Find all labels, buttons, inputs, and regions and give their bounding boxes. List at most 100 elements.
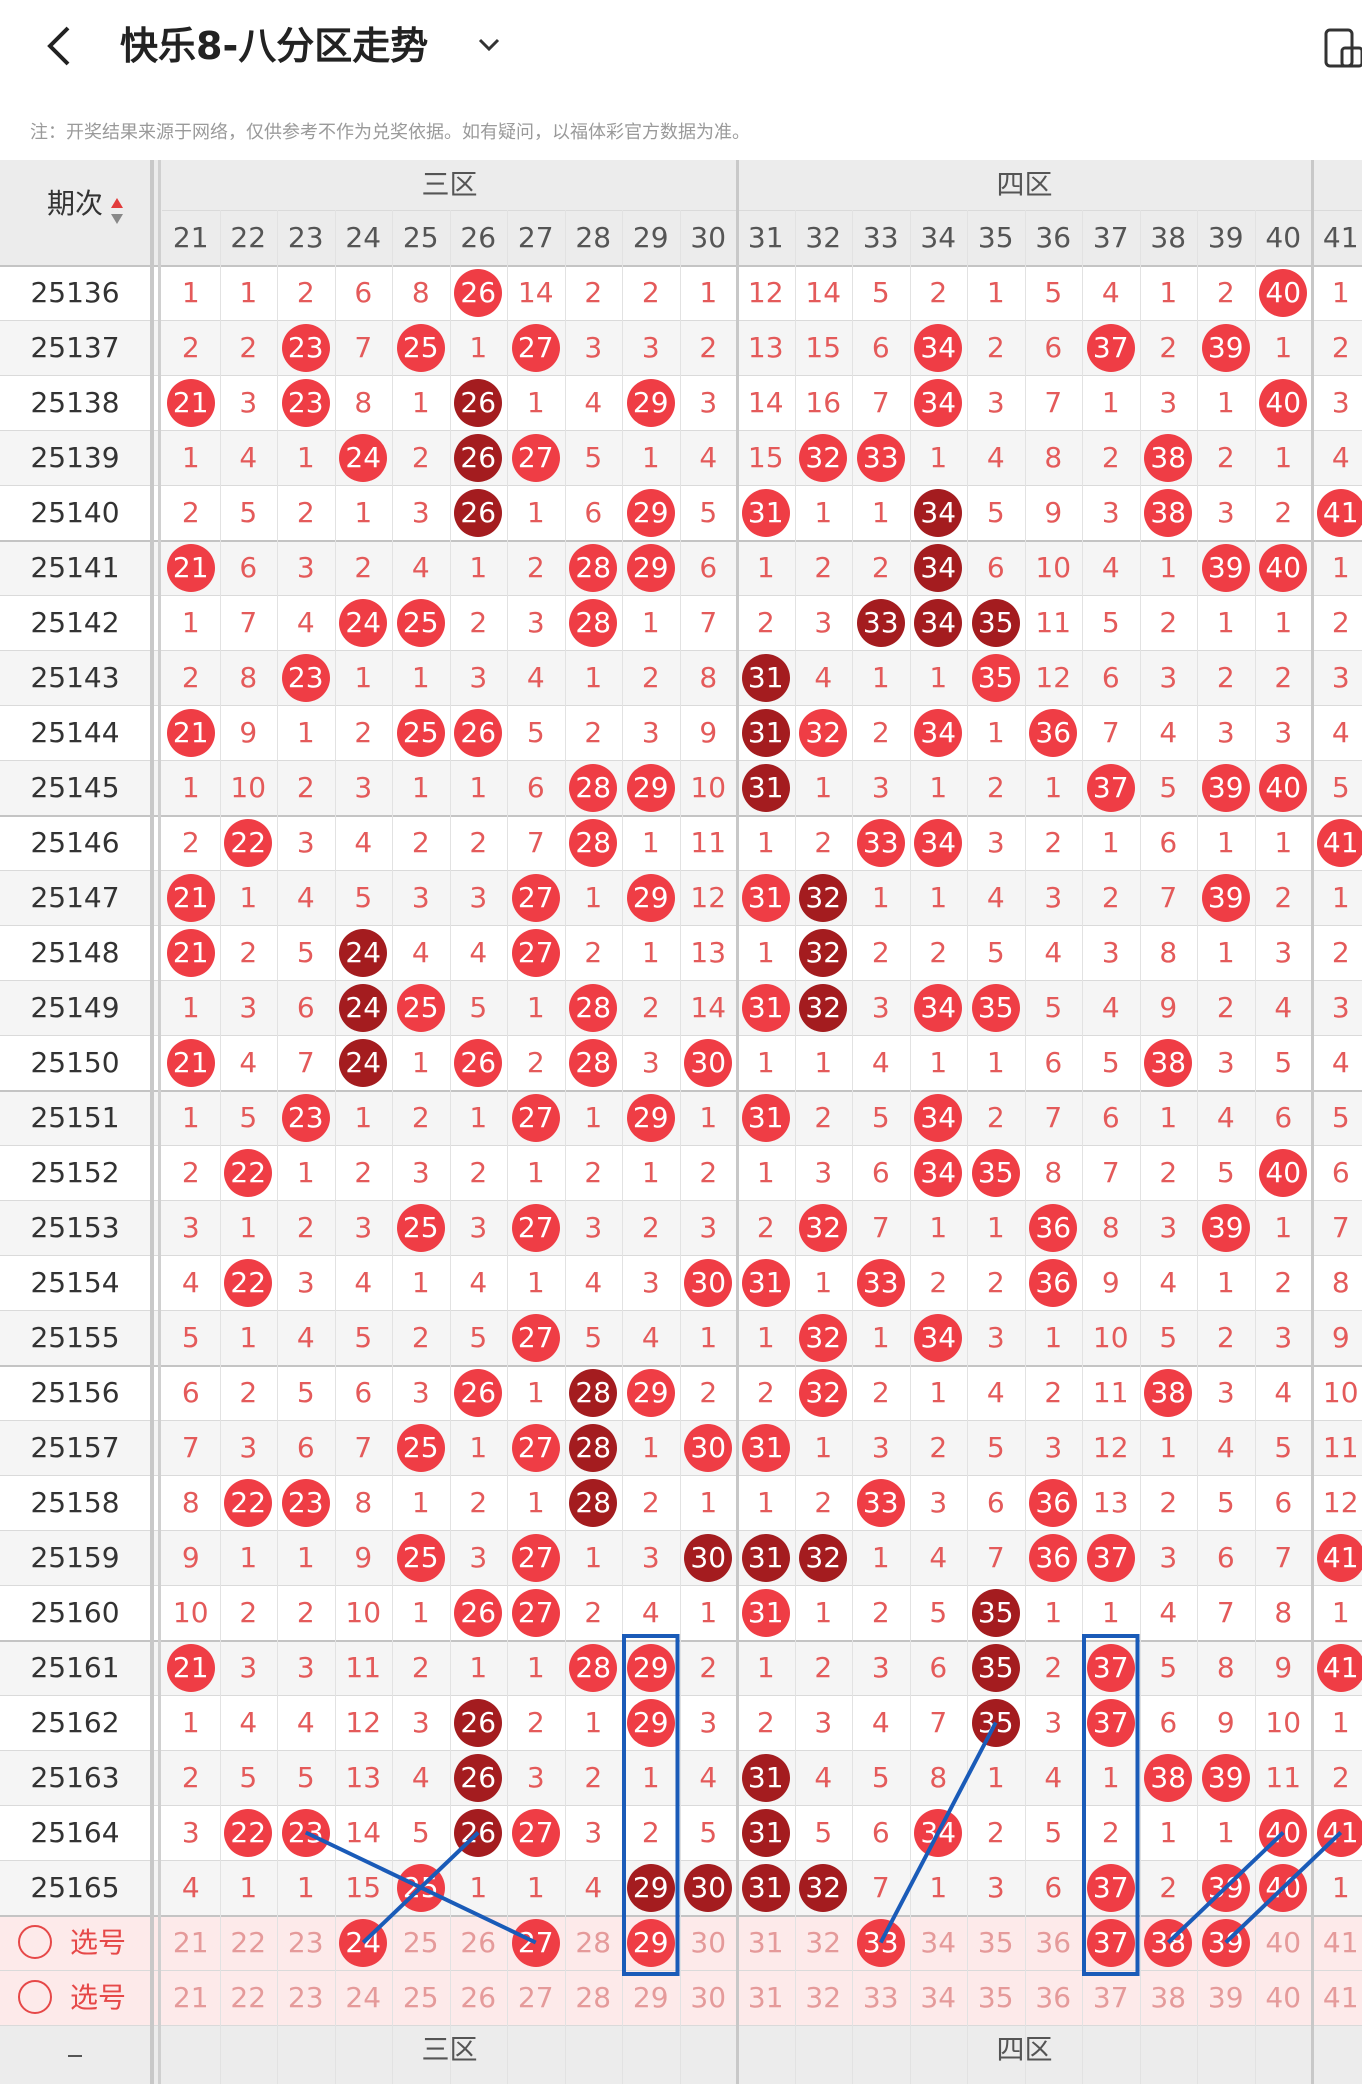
selected-number-ball[interactable]: 29 — [626, 1918, 675, 1967]
selectable-number[interactable]: 30 — [690, 1981, 727, 2014]
chevron-down-icon[interactable] — [474, 30, 504, 60]
selectable-number[interactable]: 28 — [575, 1926, 612, 1959]
selectable-number[interactable]: 22 — [230, 1981, 267, 2014]
miss-count: 1 — [871, 881, 890, 914]
selectable-number[interactable]: 31 — [747, 1926, 784, 1959]
selectable-number[interactable]: 41 — [1322, 1926, 1359, 1959]
miss-count: 3 — [1331, 661, 1350, 694]
selectable-number[interactable]: 41 — [1322, 1981, 1359, 2014]
drawn-number-ball: 29 — [626, 543, 675, 592]
issue-number: 25162 — [30, 1706, 120, 1739]
issue-number: 25137 — [30, 331, 120, 364]
issue-number: 25152 — [30, 1156, 120, 1189]
selectable-number[interactable]: 30 — [690, 1926, 727, 1959]
selectable-number[interactable]: 39 — [1207, 1981, 1244, 2014]
selectable-number[interactable]: 34 — [920, 1981, 957, 2014]
pick-row-toggle[interactable]: 选号 — [0, 1970, 150, 2025]
column-header: 34 — [920, 221, 957, 254]
miss-count: 1 — [1216, 936, 1235, 969]
selectable-number[interactable]: 40 — [1265, 1981, 1302, 2014]
miss-count: 10 — [1092, 1321, 1129, 1354]
selectable-number[interactable]: 32 — [805, 1926, 842, 1959]
drawn-number-ball: 28 — [569, 598, 618, 647]
issue-number: 25143 — [30, 661, 120, 694]
miss-count: 2 — [1044, 1376, 1063, 1409]
miss-count: 2 — [814, 1651, 833, 1684]
drawn-number-ball: 37 — [1086, 1643, 1135, 1692]
back-arrow-icon[interactable] — [40, 18, 80, 74]
issue-number: 25158 — [30, 1486, 120, 1519]
selectable-number[interactable]: 21 — [172, 1981, 209, 2014]
selectable-number[interactable]: 29 — [632, 1981, 669, 2014]
miss-count: 3 — [641, 1046, 660, 1079]
selectable-number[interactable]: 27 — [517, 1981, 554, 2014]
rotate-screen-icon[interactable] — [1322, 26, 1362, 70]
issue-number: 25165 — [30, 1871, 120, 1904]
miss-count: 12 — [1092, 1431, 1129, 1464]
selectable-number[interactable]: 36 — [1035, 1981, 1072, 2014]
selectable-number[interactable]: 37 — [1092, 1981, 1129, 2014]
drawn-number-ball: 39 — [1201, 1753, 1250, 1802]
selectable-number[interactable]: 23 — [287, 1981, 324, 2014]
miss-count: 4 — [699, 1761, 718, 1794]
miss-count: 5 — [1159, 771, 1178, 804]
selectable-number[interactable]: 36 — [1035, 1926, 1072, 1959]
selectable-number[interactable]: 33 — [862, 1981, 899, 2014]
selectable-number[interactable]: 28 — [575, 1981, 612, 2014]
selectable-number[interactable]: 38 — [1150, 1981, 1187, 2014]
radio-circle-icon[interactable] — [18, 1980, 52, 2014]
drawn-number-ball: 26 — [454, 1588, 503, 1637]
miss-count: 1 — [756, 1046, 775, 1079]
miss-count: 7 — [871, 1871, 890, 1904]
selectable-number[interactable]: 35 — [977, 1926, 1014, 1959]
miss-count: 2 — [526, 551, 545, 584]
selected-number-ball[interactable]: 37 — [1086, 1918, 1135, 1967]
miss-count: 1 — [239, 276, 258, 309]
selectable-number[interactable]: 31 — [747, 1981, 784, 2014]
page-title[interactable]: 快乐8-八分区走势 — [120, 24, 429, 68]
miss-count: 5 — [584, 441, 603, 474]
selectable-number[interactable]: 26 — [460, 1981, 497, 2014]
miss-count: 1 — [1331, 1596, 1350, 1629]
miss-count: 3 — [814, 606, 833, 639]
issue-number: 25140 — [30, 496, 120, 529]
miss-count: 2 — [584, 1596, 603, 1629]
selectable-number[interactable]: 22 — [230, 1926, 267, 1959]
miss-count: 3 — [239, 1431, 258, 1464]
issue-number: 25148 — [30, 936, 120, 969]
miss-count: 2 — [814, 1101, 833, 1134]
miss-count: 2 — [1159, 1871, 1178, 1904]
selectable-number[interactable]: 25 — [402, 1926, 439, 1959]
drawn-number-ball: 35 — [971, 653, 1020, 702]
issue-header[interactable]: 期次 — [0, 182, 150, 222]
miss-count: 5 — [986, 496, 1005, 529]
selectable-number[interactable]: 26 — [460, 1926, 497, 1959]
pick-row-toggle[interactable]: 选号 — [0, 1915, 150, 1970]
miss-count: 1 — [526, 496, 545, 529]
sort-icon[interactable] — [110, 196, 124, 226]
miss-count: 1 — [469, 331, 488, 364]
selectable-number[interactable]: 34 — [920, 1926, 957, 1959]
miss-count: 8 — [411, 276, 430, 309]
selectable-number[interactable]: 25 — [402, 1981, 439, 2014]
miss-count: 5 — [296, 1761, 315, 1794]
row-background — [0, 320, 1362, 375]
miss-count: 4 — [986, 441, 1005, 474]
miss-count: 6 — [699, 551, 718, 584]
column-divider — [679, 210, 681, 2084]
miss-count: 3 — [1274, 1321, 1293, 1354]
miss-count: 2 — [469, 1156, 488, 1189]
drawn-number-ball: 32 — [799, 873, 848, 922]
miss-count: 1 — [1159, 1816, 1178, 1849]
radio-circle-icon[interactable] — [18, 1925, 52, 1959]
selectable-number[interactable]: 35 — [977, 1981, 1014, 2014]
selectable-number[interactable]: 23 — [287, 1926, 324, 1959]
drawn-number-ball: 31 — [741, 1258, 790, 1307]
miss-count: 6 — [871, 1816, 890, 1849]
selectable-number[interactable]: 32 — [805, 1981, 842, 2014]
selectable-number[interactable]: 40 — [1265, 1926, 1302, 1959]
pick-label: 选号 — [70, 1981, 127, 2014]
column-divider — [334, 210, 336, 2084]
selectable-number[interactable]: 24 — [345, 1981, 382, 2014]
selectable-number[interactable]: 21 — [172, 1926, 209, 1959]
